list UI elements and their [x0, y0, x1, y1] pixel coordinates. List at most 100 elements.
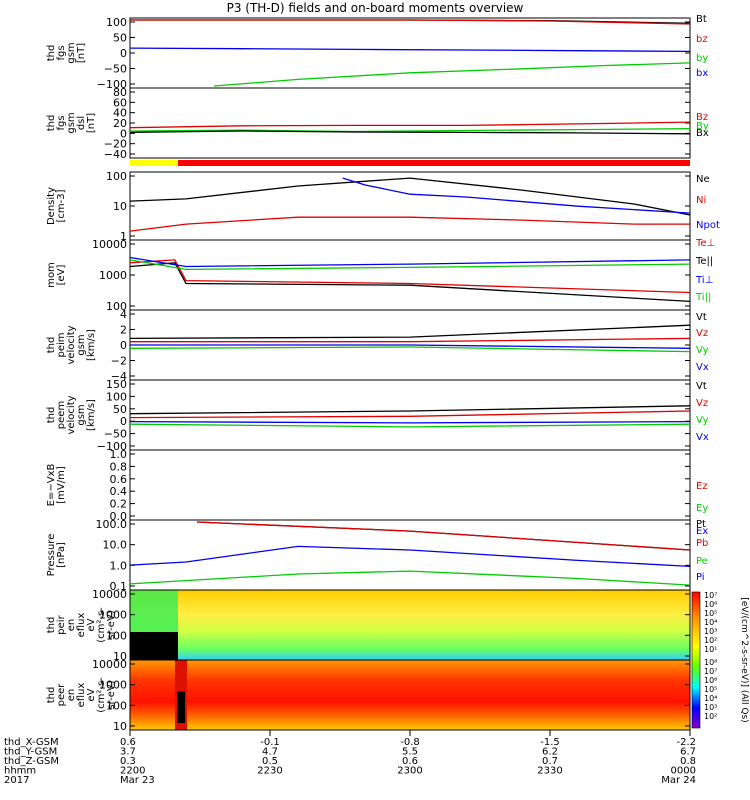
spectrogram-2: [130, 660, 690, 730]
colorbar: [691, 591, 701, 729]
y-tick-label: 0: [120, 415, 127, 428]
legend-6-Vt: Vt: [696, 381, 707, 392]
y-tick-label: −100: [97, 78, 127, 91]
y-tick-label: 0.2: [110, 498, 128, 511]
series-line-8-Pi: [129, 545, 691, 568]
x-tick-t: 2200: [120, 766, 145, 777]
y-tick-label: 100: [106, 699, 127, 712]
x-tick-x: -1.5: [540, 737, 560, 748]
y-tick-label: 100: [106, 170, 127, 183]
x-tick-t: 2230: [257, 766, 282, 777]
colorbar-tick: 10⁶: [704, 676, 717, 685]
series-line-2-Bz: [129, 121, 691, 129]
x-tick-y: 6.2: [542, 747, 558, 758]
y-tick-label: −100: [97, 440, 127, 453]
legend-3-Ni: Ni: [696, 195, 706, 206]
y-axis-label-5: thdpeimvelocitygsm[km/s]: [46, 325, 97, 364]
x-tick-x: -2.2: [676, 737, 696, 748]
colorbar-tick: 10³: [704, 627, 717, 636]
legend-7-Ez: Ez: [696, 481, 708, 492]
x-tick-z: 0.7: [542, 756, 558, 767]
legend-5-Vy: Vy: [696, 345, 709, 356]
legend-8-Pi: Pi: [696, 572, 705, 583]
y-tick-label: 0.6: [110, 473, 128, 486]
y-tick-label: −2: [111, 355, 127, 368]
legend-1-Bt: Bt: [696, 14, 707, 25]
colorbar-tick: 10⁵: [704, 609, 717, 618]
series-line-6-Vy: [129, 423, 691, 428]
y-axis-label-7: E=−VxB[mV/m]: [46, 464, 67, 507]
colorbar-tick: 10⁶: [704, 600, 717, 609]
series-line-8-Pt: [197, 521, 691, 551]
series-line-2-Bx: [129, 130, 691, 135]
series-line-6-Vt: [129, 405, 691, 415]
legend-7-Ex: Ex: [696, 526, 708, 537]
panel-frame-1: [129, 17, 691, 89]
status-bar-red: [178, 160, 690, 166]
y-tick-label: 2: [120, 324, 127, 337]
y-tick-label: 0: [120, 47, 127, 60]
y-tick-label: 0: [120, 339, 127, 352]
panel-frame-3: [129, 171, 691, 241]
legend-1-bx: bx: [696, 68, 708, 79]
legend-4-Ti||: Ti||: [695, 292, 711, 303]
y-tick-label: 4: [120, 308, 127, 321]
legend-8-Pe: Pe: [696, 556, 708, 567]
legend-5-Vz: Vz: [696, 328, 708, 339]
y-tick-label: 100: [106, 16, 127, 29]
x-tick-z: 0.3: [120, 756, 136, 767]
y-tick-label: 10.0: [103, 539, 128, 552]
legend-8-Pt: Pt: [696, 519, 706, 530]
x-tick-z: 0.6: [402, 756, 418, 767]
x-tick-y: 3.7: [120, 747, 136, 758]
colorbar-tick: 10⁸: [704, 658, 717, 667]
y-tick-label: 50: [113, 32, 127, 45]
spectrogram-patch-green: [130, 590, 178, 632]
y-tick-label: 0.0: [110, 510, 128, 523]
series-line-6-Vx: [129, 420, 691, 424]
y-tick-label: 150: [106, 378, 127, 391]
series-line-1-bz: [130, 19, 691, 25]
x-row-label: 2017: [4, 775, 29, 786]
colorbar-tick: 10⁴: [704, 618, 717, 627]
y-tick-label: 0: [120, 127, 127, 140]
colorbar-tick: 10⁴: [704, 694, 717, 703]
y-tick-label: 10000: [92, 588, 127, 601]
colorbar-tick: 10²: [704, 712, 717, 721]
series-line-5-Vt: [129, 324, 691, 340]
y-axis-label-1: thdfgsgsm[nT]: [46, 42, 87, 63]
x-tick-y: 6.7: [680, 747, 696, 758]
x-tick-x: -0.1: [260, 737, 280, 748]
y-tick-label: 1: [120, 230, 127, 243]
y-tick-label: 10: [113, 200, 127, 213]
legend-8-Pb: Pb: [696, 538, 708, 549]
y-tick-label: 100: [106, 390, 127, 403]
series-line-4-Te⊥: [129, 259, 691, 294]
x-tick-t: 0000: [671, 766, 696, 777]
x-tick-d: Mar 24: [661, 775, 696, 786]
y-tick-label: 10: [113, 720, 127, 733]
y-tick-label: 0.4: [110, 485, 128, 498]
series-line-3-Npot: [342, 177, 691, 214]
series-line-8-Pb: [197, 521, 691, 551]
y-axis-label-10: thdpeerenefluxeV(cm²-s-sr-eV): [46, 677, 117, 713]
series-line-6-Vz: [129, 410, 691, 419]
series-line-8-Pe: [129, 570, 691, 586]
y-tick-label: 100: [106, 629, 127, 642]
colorbar-tick: 10²: [704, 636, 717, 645]
series-line-4-Ti⊥: [129, 256, 691, 268]
y-tick-label: 1000: [99, 679, 127, 692]
y-tick-label: −20: [104, 138, 127, 151]
y-tick-label: 1000: [99, 269, 127, 282]
y-tick-label: 10: [113, 650, 127, 663]
y-tick-label: 40: [113, 107, 127, 120]
y-tick-label: 50: [113, 403, 127, 416]
legend-1-bz: bz: [696, 34, 708, 45]
y-tick-label: 0.1: [110, 580, 128, 593]
x-tick-x: -0.8: [400, 737, 420, 748]
legend-1-by: by: [696, 53, 708, 64]
y-tick-label: −40: [104, 148, 127, 161]
y-axis-label-2: thdfgsgsmdsl[nT]: [46, 112, 97, 133]
legend-4-Te||: Te||: [695, 256, 713, 267]
x-tick-t: 2330: [537, 766, 562, 777]
